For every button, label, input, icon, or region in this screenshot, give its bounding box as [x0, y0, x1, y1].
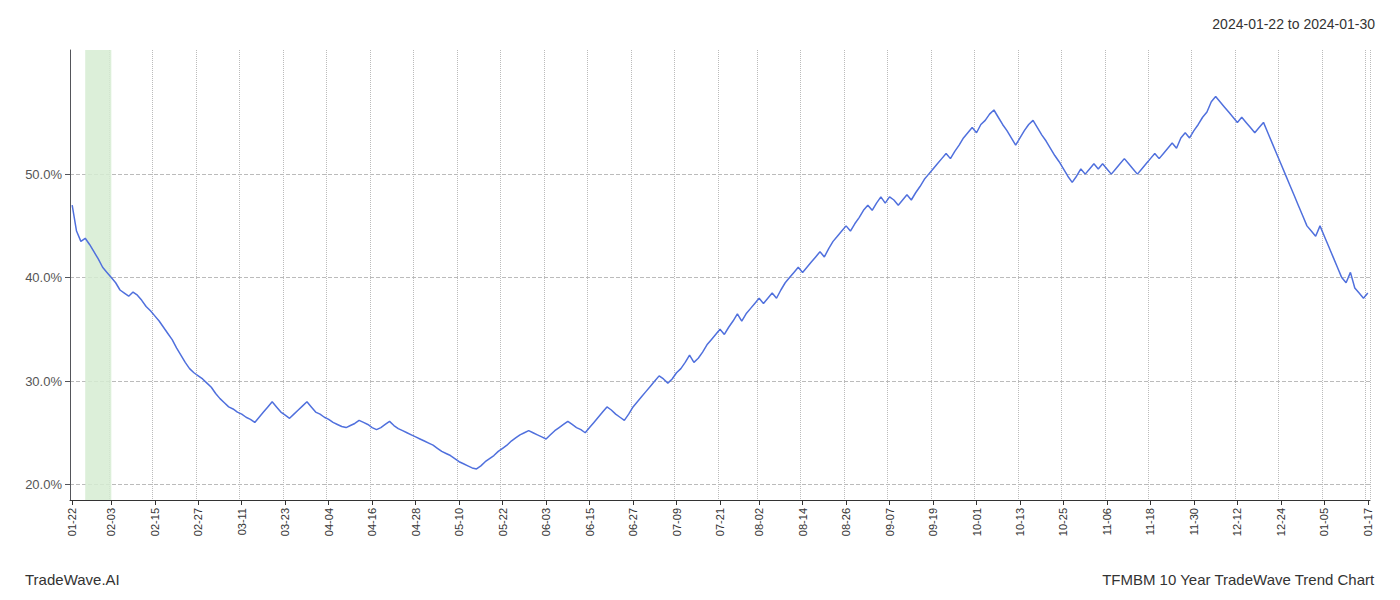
svg-text:09-19: 09-19 [927, 508, 939, 536]
svg-text:20.0%: 20.0% [25, 477, 62, 492]
svg-text:TFMBM 10 Year TradeWave Trend: TFMBM 10 Year TradeWave Trend Chart [1102, 571, 1375, 588]
svg-text:40.0%: 40.0% [25, 270, 62, 285]
svg-text:07-21: 07-21 [714, 508, 726, 536]
svg-text:10-13: 10-13 [1014, 508, 1026, 536]
svg-text:01-17: 01-17 [1362, 508, 1374, 536]
svg-text:01-05: 01-05 [1318, 508, 1330, 536]
svg-text:01-22: 01-22 [66, 508, 78, 536]
svg-text:04-28: 04-28 [410, 508, 422, 536]
svg-text:09-07: 09-07 [884, 508, 896, 536]
svg-text:05-22: 05-22 [497, 508, 509, 536]
svg-text:06-15: 06-15 [584, 508, 596, 536]
svg-text:06-03: 06-03 [540, 508, 552, 536]
svg-text:30.0%: 30.0% [25, 374, 62, 389]
svg-text:07-09: 07-09 [671, 508, 683, 536]
svg-text:12-12: 12-12 [1231, 508, 1243, 536]
svg-text:08-02: 08-02 [753, 508, 765, 536]
svg-text:03-23: 03-23 [279, 508, 291, 536]
svg-text:02-27: 02-27 [192, 508, 204, 536]
svg-text:04-16: 04-16 [366, 508, 378, 536]
svg-text:12-24: 12-24 [1275, 508, 1287, 536]
svg-text:11-30: 11-30 [1188, 508, 1200, 535]
svg-text:06-27: 06-27 [627, 508, 639, 536]
svg-text:04-04: 04-04 [323, 508, 335, 536]
svg-text:TradeWave.AI: TradeWave.AI [25, 571, 120, 588]
svg-text:2024-01-22 to 2024-01-30: 2024-01-22 to 2024-01-30 [1212, 16, 1375, 32]
svg-text:10-01: 10-01 [971, 508, 983, 536]
svg-text:03-11: 03-11 [236, 508, 248, 535]
svg-text:08-14: 08-14 [797, 508, 809, 536]
svg-text:10-25: 10-25 [1057, 508, 1069, 536]
svg-text:08-26: 08-26 [840, 508, 852, 536]
svg-text:11-18: 11-18 [1144, 508, 1156, 535]
svg-text:50.0%: 50.0% [25, 167, 62, 182]
svg-text:05-10: 05-10 [453, 508, 465, 536]
svg-text:02-15: 02-15 [149, 508, 161, 536]
svg-text:11-06: 11-06 [1101, 508, 1113, 535]
svg-text:02-03: 02-03 [105, 508, 117, 536]
